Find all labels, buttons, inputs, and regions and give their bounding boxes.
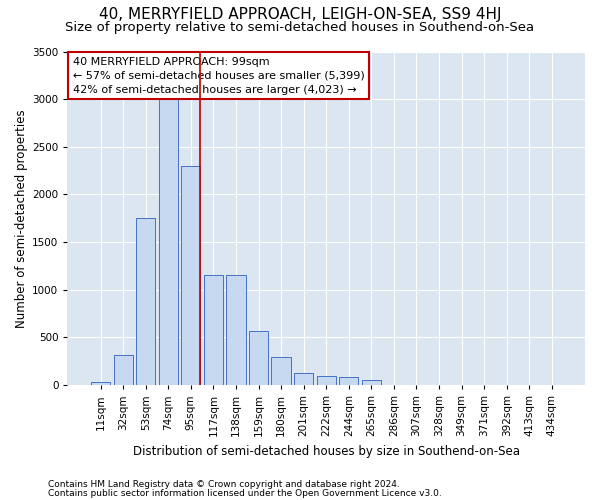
Bar: [317, 376, 336, 385]
Bar: [91, 382, 110, 385]
Bar: [226, 276, 245, 385]
Bar: [136, 218, 155, 385]
Text: 40, MERRYFIELD APPROACH, LEIGH-ON-SEA, SS9 4HJ: 40, MERRYFIELD APPROACH, LEIGH-ON-SEA, S…: [99, 8, 501, 22]
Bar: [158, 94, 178, 385]
Bar: [294, 372, 313, 385]
Bar: [271, 358, 290, 385]
Bar: [204, 276, 223, 385]
Bar: [249, 330, 268, 385]
Text: 40 MERRYFIELD APPROACH: 99sqm
← 57% of semi-detached houses are smaller (5,399)
: 40 MERRYFIELD APPROACH: 99sqm ← 57% of s…: [73, 56, 364, 94]
Bar: [113, 356, 133, 385]
Bar: [181, 166, 200, 385]
Bar: [362, 380, 381, 385]
X-axis label: Distribution of semi-detached houses by size in Southend-on-Sea: Distribution of semi-detached houses by …: [133, 444, 520, 458]
Text: Contains public sector information licensed under the Open Government Licence v3: Contains public sector information licen…: [48, 490, 442, 498]
Bar: [339, 378, 358, 385]
Text: Contains HM Land Registry data © Crown copyright and database right 2024.: Contains HM Land Registry data © Crown c…: [48, 480, 400, 489]
Text: Size of property relative to semi-detached houses in Southend-on-Sea: Size of property relative to semi-detach…: [65, 21, 535, 34]
Y-axis label: Number of semi-detached properties: Number of semi-detached properties: [15, 109, 28, 328]
